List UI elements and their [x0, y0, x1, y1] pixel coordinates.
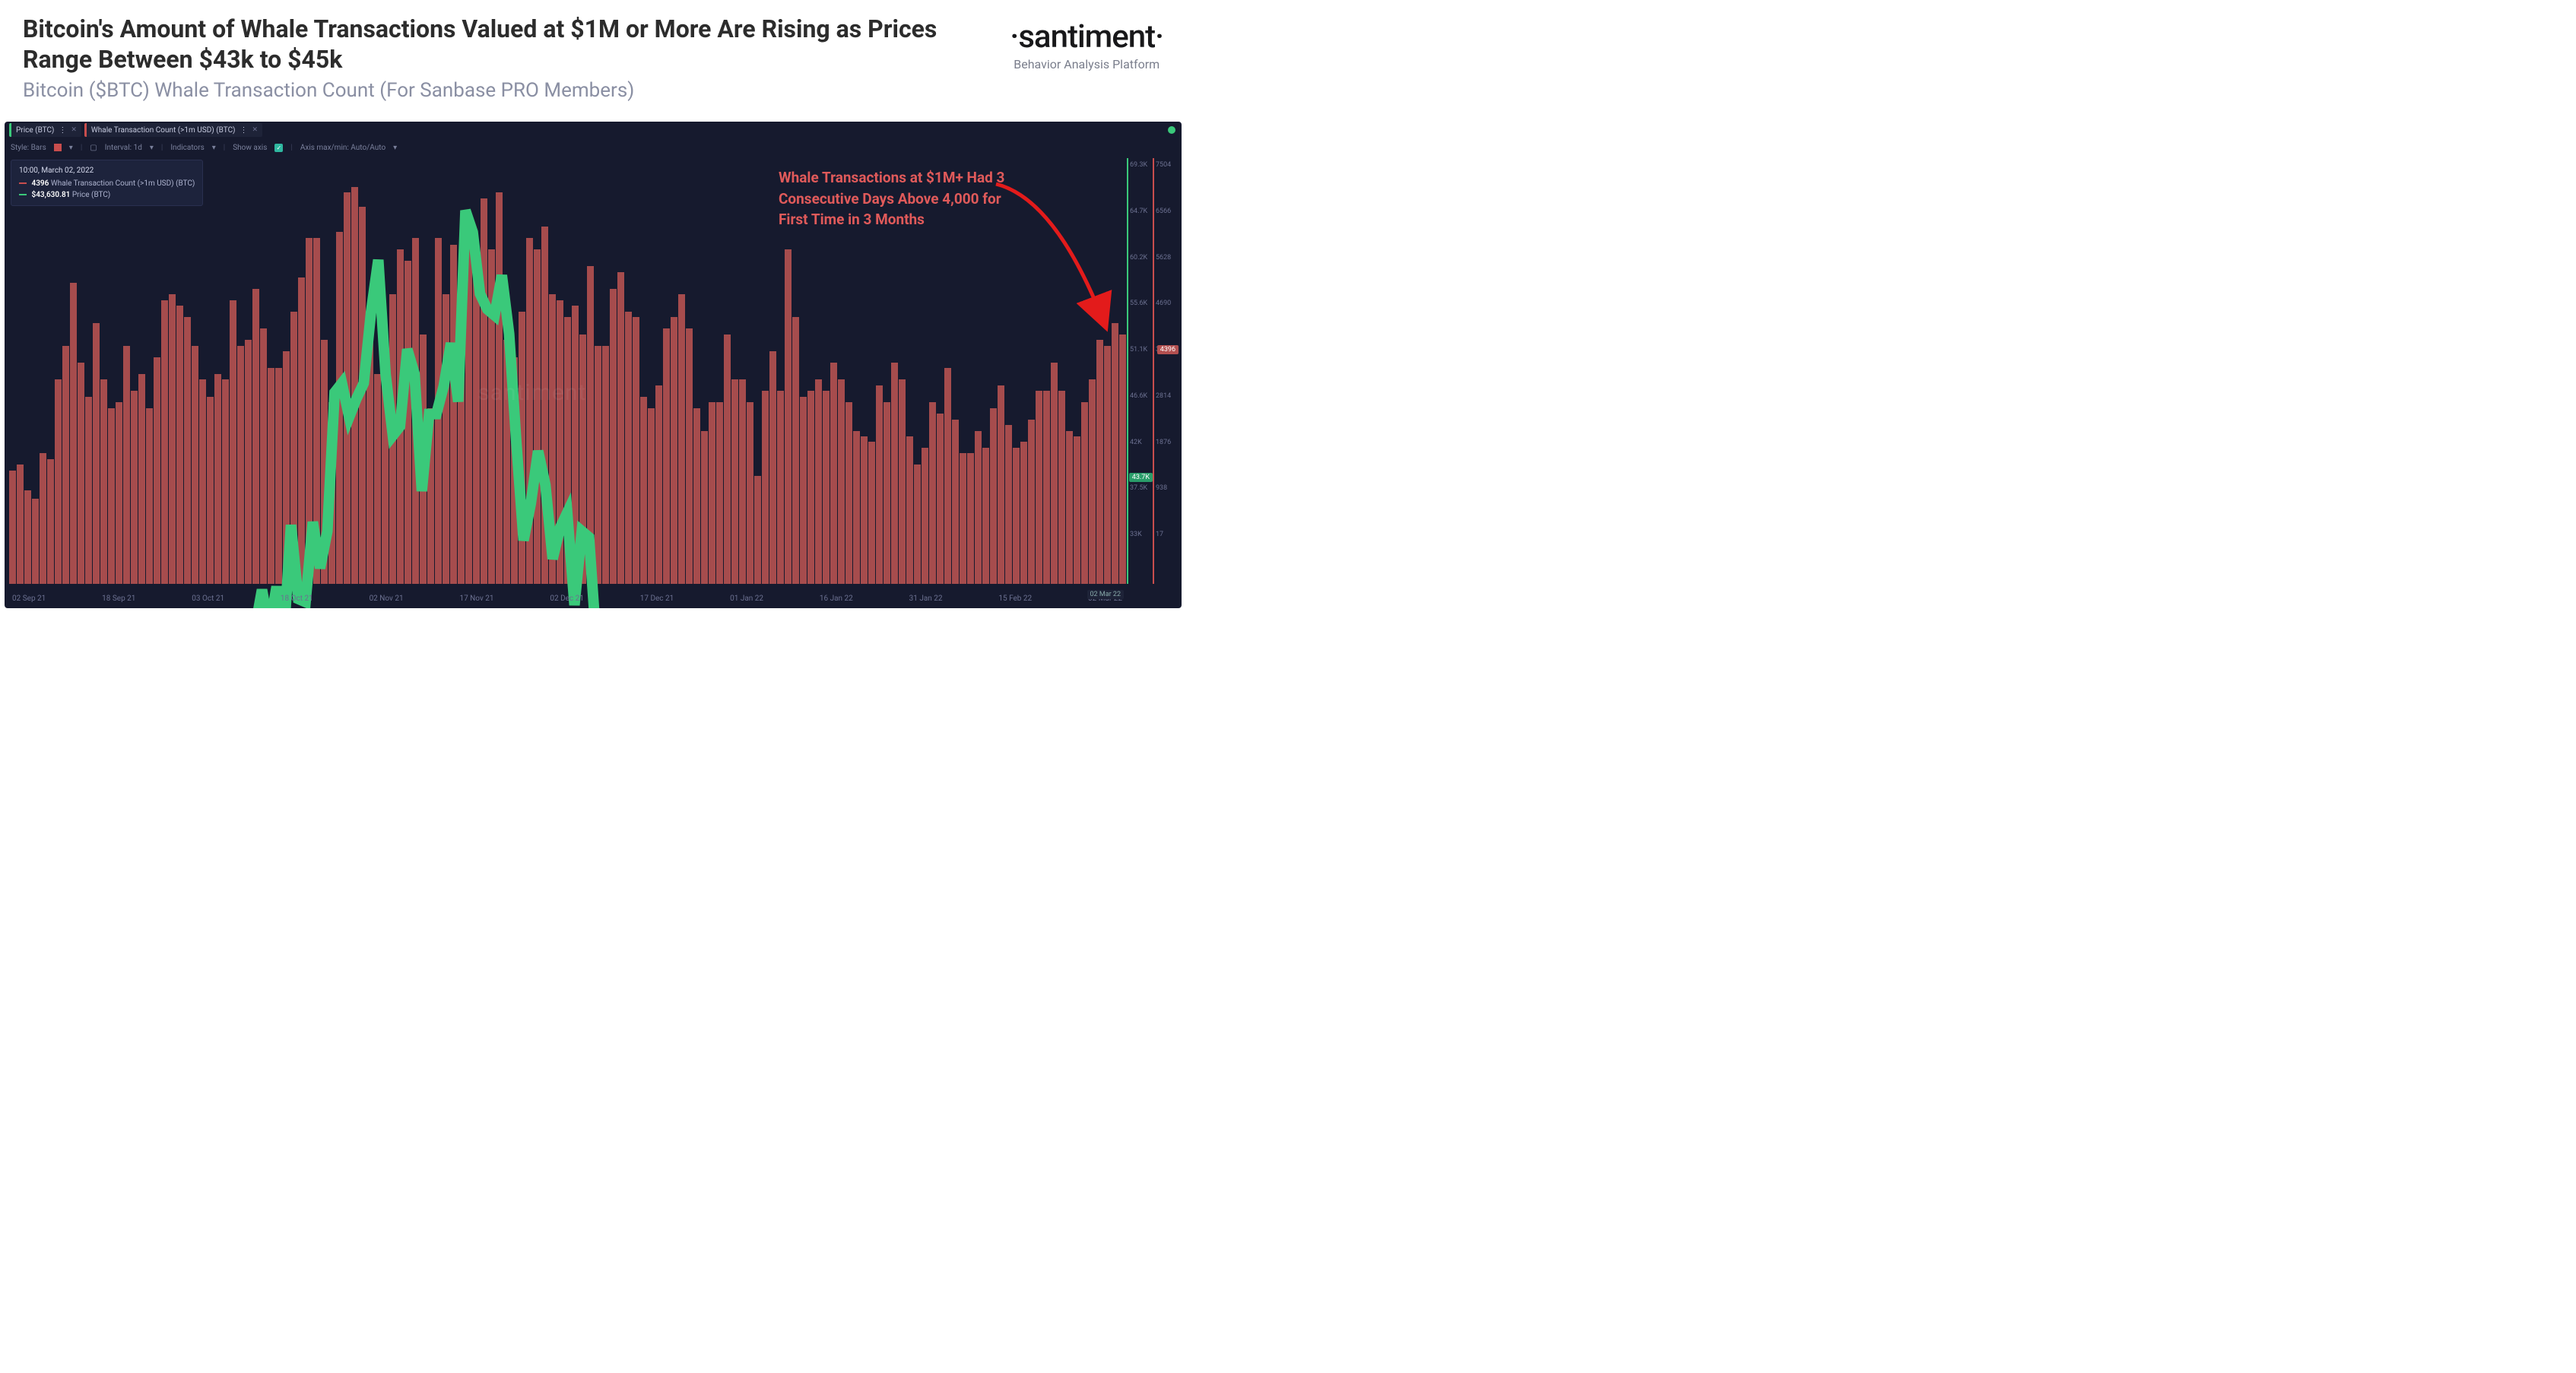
x-axis: 02 Sep 2118 Sep 2103 Oct 2118 Oct 2102 N… — [8, 587, 1127, 607]
axis-auto-selector[interactable]: Axis max/min: Auto/Auto — [300, 144, 385, 152]
y-axis-whale: 750465665628469037522814187693817 — [1154, 158, 1177, 584]
logo-word: ·santiment· — [1010, 18, 1163, 55]
close-icon[interactable]: ✕ — [71, 126, 77, 134]
tab-whale-label: Whale Transaction Count (>1m USD) (BTC) — [91, 126, 236, 135]
whale-current-tag: 4396 — [1157, 345, 1179, 354]
chevron-down-icon[interactable]: ▾ — [393, 144, 397, 152]
current-date-marker: 02 Mar 22 — [1087, 590, 1125, 599]
annotation-text: Whale Transactions at $1M+ Had 3 Consecu… — [779, 167, 1029, 230]
indicators-button[interactable]: Indicators — [170, 144, 204, 152]
chevron-down-icon[interactable]: ▾ — [212, 144, 216, 152]
interval-selector[interactable]: Interval: 1d — [105, 144, 142, 152]
logo: ·santiment· Behavior Analysis Platform — [1010, 18, 1163, 71]
tab-more-icon[interactable]: ⋮ — [59, 126, 66, 135]
chevron-down-icon[interactable]: ▾ — [69, 144, 73, 152]
sub-title: Bitcoin ($BTC) Whale Transaction Count (… — [23, 79, 987, 102]
tab-whale[interactable]: Whale Transaction Count (>1m USD) (BTC) … — [84, 123, 262, 137]
chart-toolbar: Style: Bars ▾ | ▢ Interval: 1d ▾ | Indic… — [5, 140, 1182, 155]
tab-price[interactable]: Price (BTC) ⋮ ✕ — [9, 123, 81, 137]
style-selector[interactable]: Style: Bars — [11, 144, 46, 152]
chart-panel: Price (BTC) ⋮ ✕ Whale Transaction Count … — [5, 122, 1182, 608]
tab-price-label: Price (BTC) — [16, 126, 54, 135]
layout-icon[interactable]: ▢ — [90, 144, 97, 152]
main-title: Bitcoin's Amount of Whale Transactions V… — [23, 14, 987, 75]
tab-more-icon[interactable]: ⋮ — [240, 126, 247, 135]
show-axis-checkbox[interactable]: ✓ — [274, 144, 283, 152]
price-current-tag: 43.7K — [1129, 473, 1153, 482]
logo-tagline: Behavior Analysis Platform — [1010, 57, 1163, 71]
show-axis-label: Show axis — [233, 144, 267, 152]
watermark: santiment — [477, 379, 586, 406]
close-icon[interactable]: ✕ — [252, 126, 258, 134]
chevron-down-icon[interactable]: ▾ — [150, 144, 154, 152]
bar-color-swatch-icon[interactable] — [54, 144, 62, 151]
y-axis-price: 69.3K64.7K60.2K55.6K51.1K46.6K42K37.5K33… — [1128, 158, 1151, 584]
